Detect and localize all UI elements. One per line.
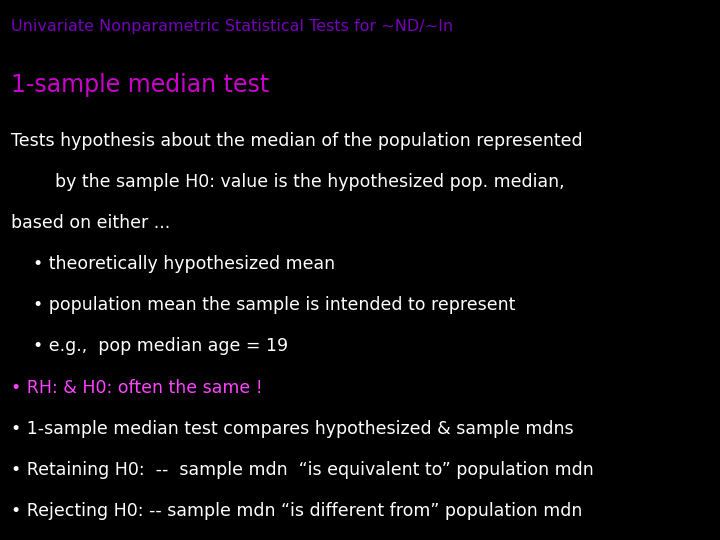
Text: • RH: & H0: often the same !: • RH: & H0: often the same !	[11, 379, 262, 396]
Text: • population mean the sample is intended to represent: • population mean the sample is intended…	[11, 296, 516, 314]
Text: • Retaining H0:  --  sample mdn  “is equivalent to” population mdn: • Retaining H0: -- sample mdn “is equiva…	[11, 461, 593, 478]
Text: • theoretically hypothesized mean: • theoretically hypothesized mean	[11, 255, 335, 273]
Text: Univariate Nonparametric Statistical Tests for ~ND/~In: Univariate Nonparametric Statistical Tes…	[11, 19, 453, 34]
Text: Tests hypothesis about the median of the population represented: Tests hypothesis about the median of the…	[11, 132, 582, 150]
Text: by the sample H0: value is the hypothesized pop. median,: by the sample H0: value is the hypothesi…	[11, 173, 564, 191]
Text: based on either ...: based on either ...	[11, 214, 170, 232]
Text: • e.g.,  pop median age = 19: • e.g., pop median age = 19	[11, 338, 288, 355]
Text: • 1-sample median test compares hypothesized & sample mdns: • 1-sample median test compares hypothes…	[11, 420, 573, 437]
Text: • Rejecting H0: -- sample mdn “is different from” population mdn: • Rejecting H0: -- sample mdn “is differ…	[11, 502, 582, 519]
Text: 1-sample median test: 1-sample median test	[11, 73, 269, 97]
